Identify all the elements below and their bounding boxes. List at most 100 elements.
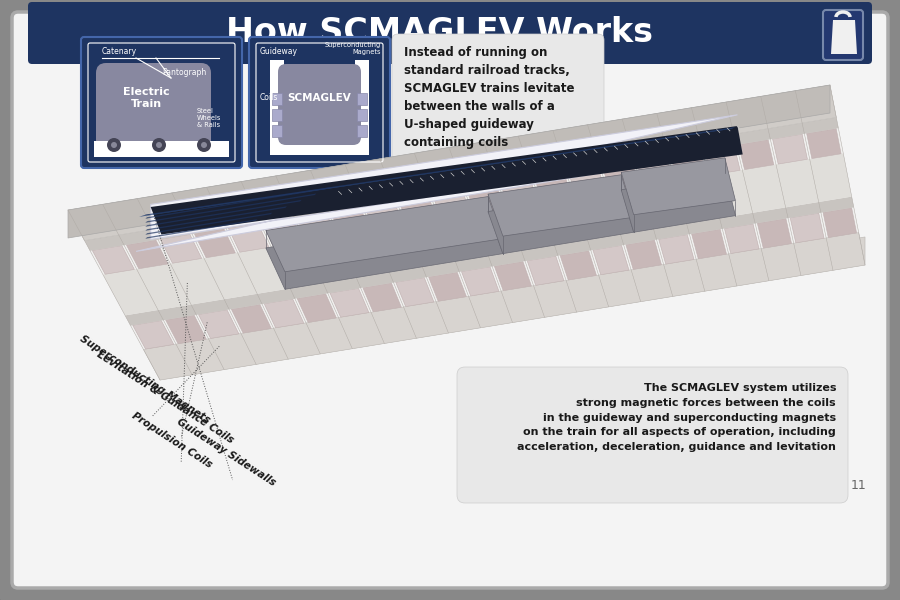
Polygon shape [229, 223, 269, 252]
Polygon shape [659, 235, 694, 264]
Polygon shape [602, 162, 639, 191]
Circle shape [156, 142, 162, 148]
Polygon shape [636, 157, 673, 186]
FancyBboxPatch shape [249, 37, 390, 168]
FancyBboxPatch shape [457, 367, 848, 503]
Bar [272, 109, 282, 121]
Text: Pantograph: Pantograph [162, 68, 206, 77]
Bar [270, 60, 284, 155]
Polygon shape [145, 206, 287, 231]
Polygon shape [831, 20, 857, 54]
Polygon shape [488, 190, 634, 254]
Circle shape [197, 138, 211, 152]
Polygon shape [396, 278, 434, 307]
Polygon shape [363, 283, 401, 312]
Text: Propulsion Coils: Propulsion Coils [130, 411, 214, 470]
Bar [272, 93, 282, 105]
FancyBboxPatch shape [12, 12, 888, 588]
Polygon shape [593, 245, 629, 275]
Polygon shape [626, 240, 662, 269]
Polygon shape [103, 154, 851, 316]
Polygon shape [145, 187, 331, 219]
Polygon shape [757, 218, 791, 248]
Circle shape [111, 142, 117, 148]
Polygon shape [296, 212, 337, 241]
Polygon shape [145, 200, 302, 227]
Bar [357, 109, 367, 121]
Polygon shape [535, 173, 572, 203]
Bar [270, 141, 369, 155]
Polygon shape [772, 134, 807, 164]
Polygon shape [145, 193, 316, 223]
Polygon shape [140, 128, 733, 217]
Polygon shape [621, 173, 735, 232]
Polygon shape [132, 320, 174, 349]
Polygon shape [364, 201, 403, 230]
Polygon shape [462, 267, 499, 296]
Bar [357, 125, 367, 137]
Polygon shape [705, 145, 740, 175]
Text: SCMAGLEV: SCMAGLEV [287, 93, 351, 103]
FancyBboxPatch shape [81, 37, 242, 168]
Polygon shape [560, 251, 597, 280]
Text: 11: 11 [850, 479, 866, 492]
Text: The SCMAGLEV system utilizes
strong magnetic forces between the coils
in the gui: The SCMAGLEV system utilizes strong magn… [518, 383, 836, 452]
Polygon shape [621, 158, 735, 215]
FancyBboxPatch shape [278, 64, 361, 145]
Polygon shape [68, 85, 865, 380]
Polygon shape [85, 118, 839, 251]
Polygon shape [466, 184, 505, 214]
Polygon shape [824, 208, 857, 238]
Text: Superconducting
Magnets: Superconducting Magnets [325, 42, 381, 55]
Polygon shape [143, 233, 865, 380]
Text: Instead of running on
standard railroad tracks,
SCMAGLEV trains levitate
between: Instead of running on standard railroad … [404, 46, 574, 149]
Polygon shape [160, 237, 865, 380]
Polygon shape [790, 213, 824, 243]
Polygon shape [142, 127, 735, 216]
Polygon shape [806, 128, 842, 158]
Polygon shape [150, 126, 742, 235]
Text: Coils: Coils [260, 93, 278, 102]
FancyBboxPatch shape [823, 10, 863, 60]
Polygon shape [231, 304, 271, 333]
Polygon shape [297, 294, 337, 323]
Circle shape [201, 142, 207, 148]
Polygon shape [670, 151, 706, 181]
Bar [94, 141, 229, 157]
Circle shape [107, 138, 121, 152]
FancyBboxPatch shape [392, 34, 604, 168]
Bar [357, 93, 367, 105]
Polygon shape [93, 245, 134, 274]
Text: Superconducting Magnets: Superconducting Magnets [78, 333, 212, 425]
FancyBboxPatch shape [96, 63, 211, 153]
Polygon shape [330, 289, 369, 317]
Polygon shape [488, 175, 634, 236]
Polygon shape [433, 190, 471, 219]
Polygon shape [527, 256, 564, 286]
Text: Steel
Wheels
& Rails: Steel Wheels & Rails [197, 108, 221, 128]
Polygon shape [125, 197, 854, 326]
Polygon shape [145, 213, 272, 235]
Bar [272, 125, 282, 137]
Bar [355, 60, 369, 155]
Polygon shape [266, 197, 503, 272]
Polygon shape [739, 140, 774, 170]
Polygon shape [265, 299, 304, 328]
Polygon shape [136, 115, 737, 251]
Polygon shape [569, 167, 606, 197]
Text: Guideway Sidewalls: Guideway Sidewalls [175, 417, 277, 488]
Polygon shape [263, 218, 302, 247]
Polygon shape [199, 310, 238, 338]
Polygon shape [126, 240, 168, 269]
Text: Levitation & Guidance Coils: Levitation & Guidance Coils [95, 349, 236, 445]
Polygon shape [194, 229, 235, 258]
Polygon shape [160, 235, 202, 263]
Polygon shape [494, 262, 531, 290]
Polygon shape [399, 196, 437, 224]
Polygon shape [330, 206, 370, 236]
Text: Catenary: Catenary [102, 47, 137, 56]
Text: Electric
Train: Electric Train [122, 87, 169, 109]
Text: How SCMAGLEV Works: How SCMAGLEV Works [227, 16, 653, 49]
Polygon shape [68, 85, 836, 241]
Polygon shape [68, 85, 830, 238]
